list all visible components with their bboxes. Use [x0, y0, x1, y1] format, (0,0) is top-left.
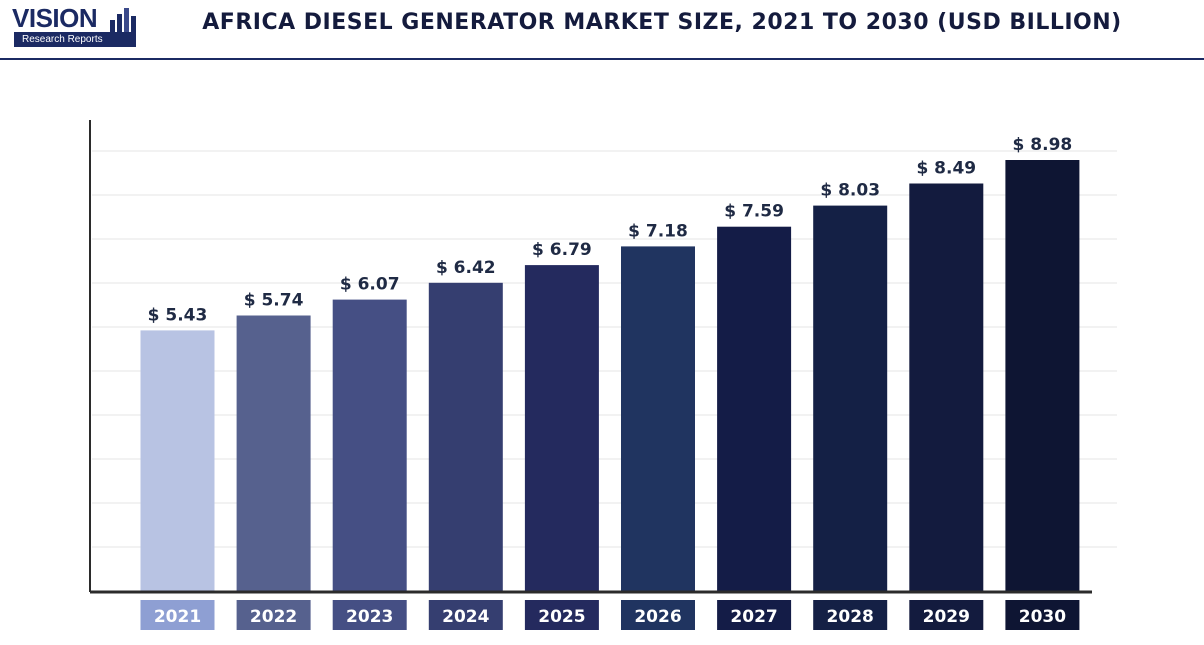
page-title: AFRICA DIESEL GENERATOR MARKET SIZE, 202…	[202, 10, 1122, 35]
value-label-2024: $ 6.42	[436, 258, 496, 278]
category-label-2030: 2030	[1019, 607, 1066, 627]
logo: VISION Research Reports	[12, 4, 136, 48]
category-label-box-2026	[621, 600, 695, 630]
category-label-box-2027	[717, 600, 792, 630]
value-label-2022: $ 5.74	[244, 291, 304, 311]
header-divider	[0, 58, 1204, 60]
category-label-box-2023	[332, 600, 407, 630]
value-label-2027: $ 7.59	[724, 202, 784, 222]
logo-text: VISION	[12, 3, 98, 33]
category-label-box-2028	[813, 600, 888, 630]
logo-bars-icon	[110, 8, 136, 32]
category-label-2023: 2023	[346, 607, 393, 627]
value-label-2023: $ 6.07	[340, 275, 400, 295]
bar-2021	[140, 330, 215, 591]
category-label-box-2024	[428, 600, 503, 630]
category-labels: 2021 2022 2023 2024 2025 2026 2027 2028 2029 2030	[140, 600, 1080, 630]
value-label-2029: $ 8.49	[916, 159, 976, 179]
bar-2029	[909, 183, 984, 591]
header: VISION Research Reports AFRICA DIESEL GE…	[0, 0, 1204, 60]
value-label-2030: $ 8.98	[1013, 135, 1073, 155]
category-label-2028: 2028	[827, 607, 874, 627]
bar-2030	[1005, 160, 1080, 591]
category-label-box-2029	[909, 600, 984, 630]
value-label-2026: $ 7.18	[628, 221, 688, 241]
category-label-2027: 2027	[730, 607, 777, 627]
bar-2028	[813, 205, 888, 591]
category-label-box-2025	[524, 600, 599, 630]
category-label-2022: 2022	[250, 607, 297, 627]
value-label-2021: $ 5.43	[148, 305, 208, 325]
value-label-2025: $ 6.79	[532, 240, 592, 260]
bar-2024	[428, 282, 503, 591]
bars	[140, 160, 1080, 591]
bar-2025	[524, 265, 599, 591]
axes	[89, 120, 1092, 594]
bar-2023	[332, 299, 407, 591]
category-label-2024: 2024	[442, 607, 489, 627]
category-label-2026: 2026	[634, 607, 681, 627]
category-label-2021: 2021	[154, 607, 201, 627]
bar-2022	[236, 315, 311, 591]
value-label-2028: $ 8.03	[820, 181, 880, 201]
category-label-box-2030	[1005, 600, 1080, 630]
bar-2027	[717, 226, 792, 591]
bar-2026	[621, 246, 695, 591]
value-labels: $ 5.43 $ 5.74 $ 6.07 $ 6.42 $ 6.79 $ 7.18 $ 7.…	[148, 135, 1073, 325]
category-label-2029: 2029	[923, 607, 970, 627]
category-label-box-2022	[236, 600, 311, 630]
category-label-2025: 2025	[538, 607, 585, 627]
logo-subtext: Research Reports	[14, 32, 136, 47]
category-label-box-2021	[140, 600, 215, 630]
